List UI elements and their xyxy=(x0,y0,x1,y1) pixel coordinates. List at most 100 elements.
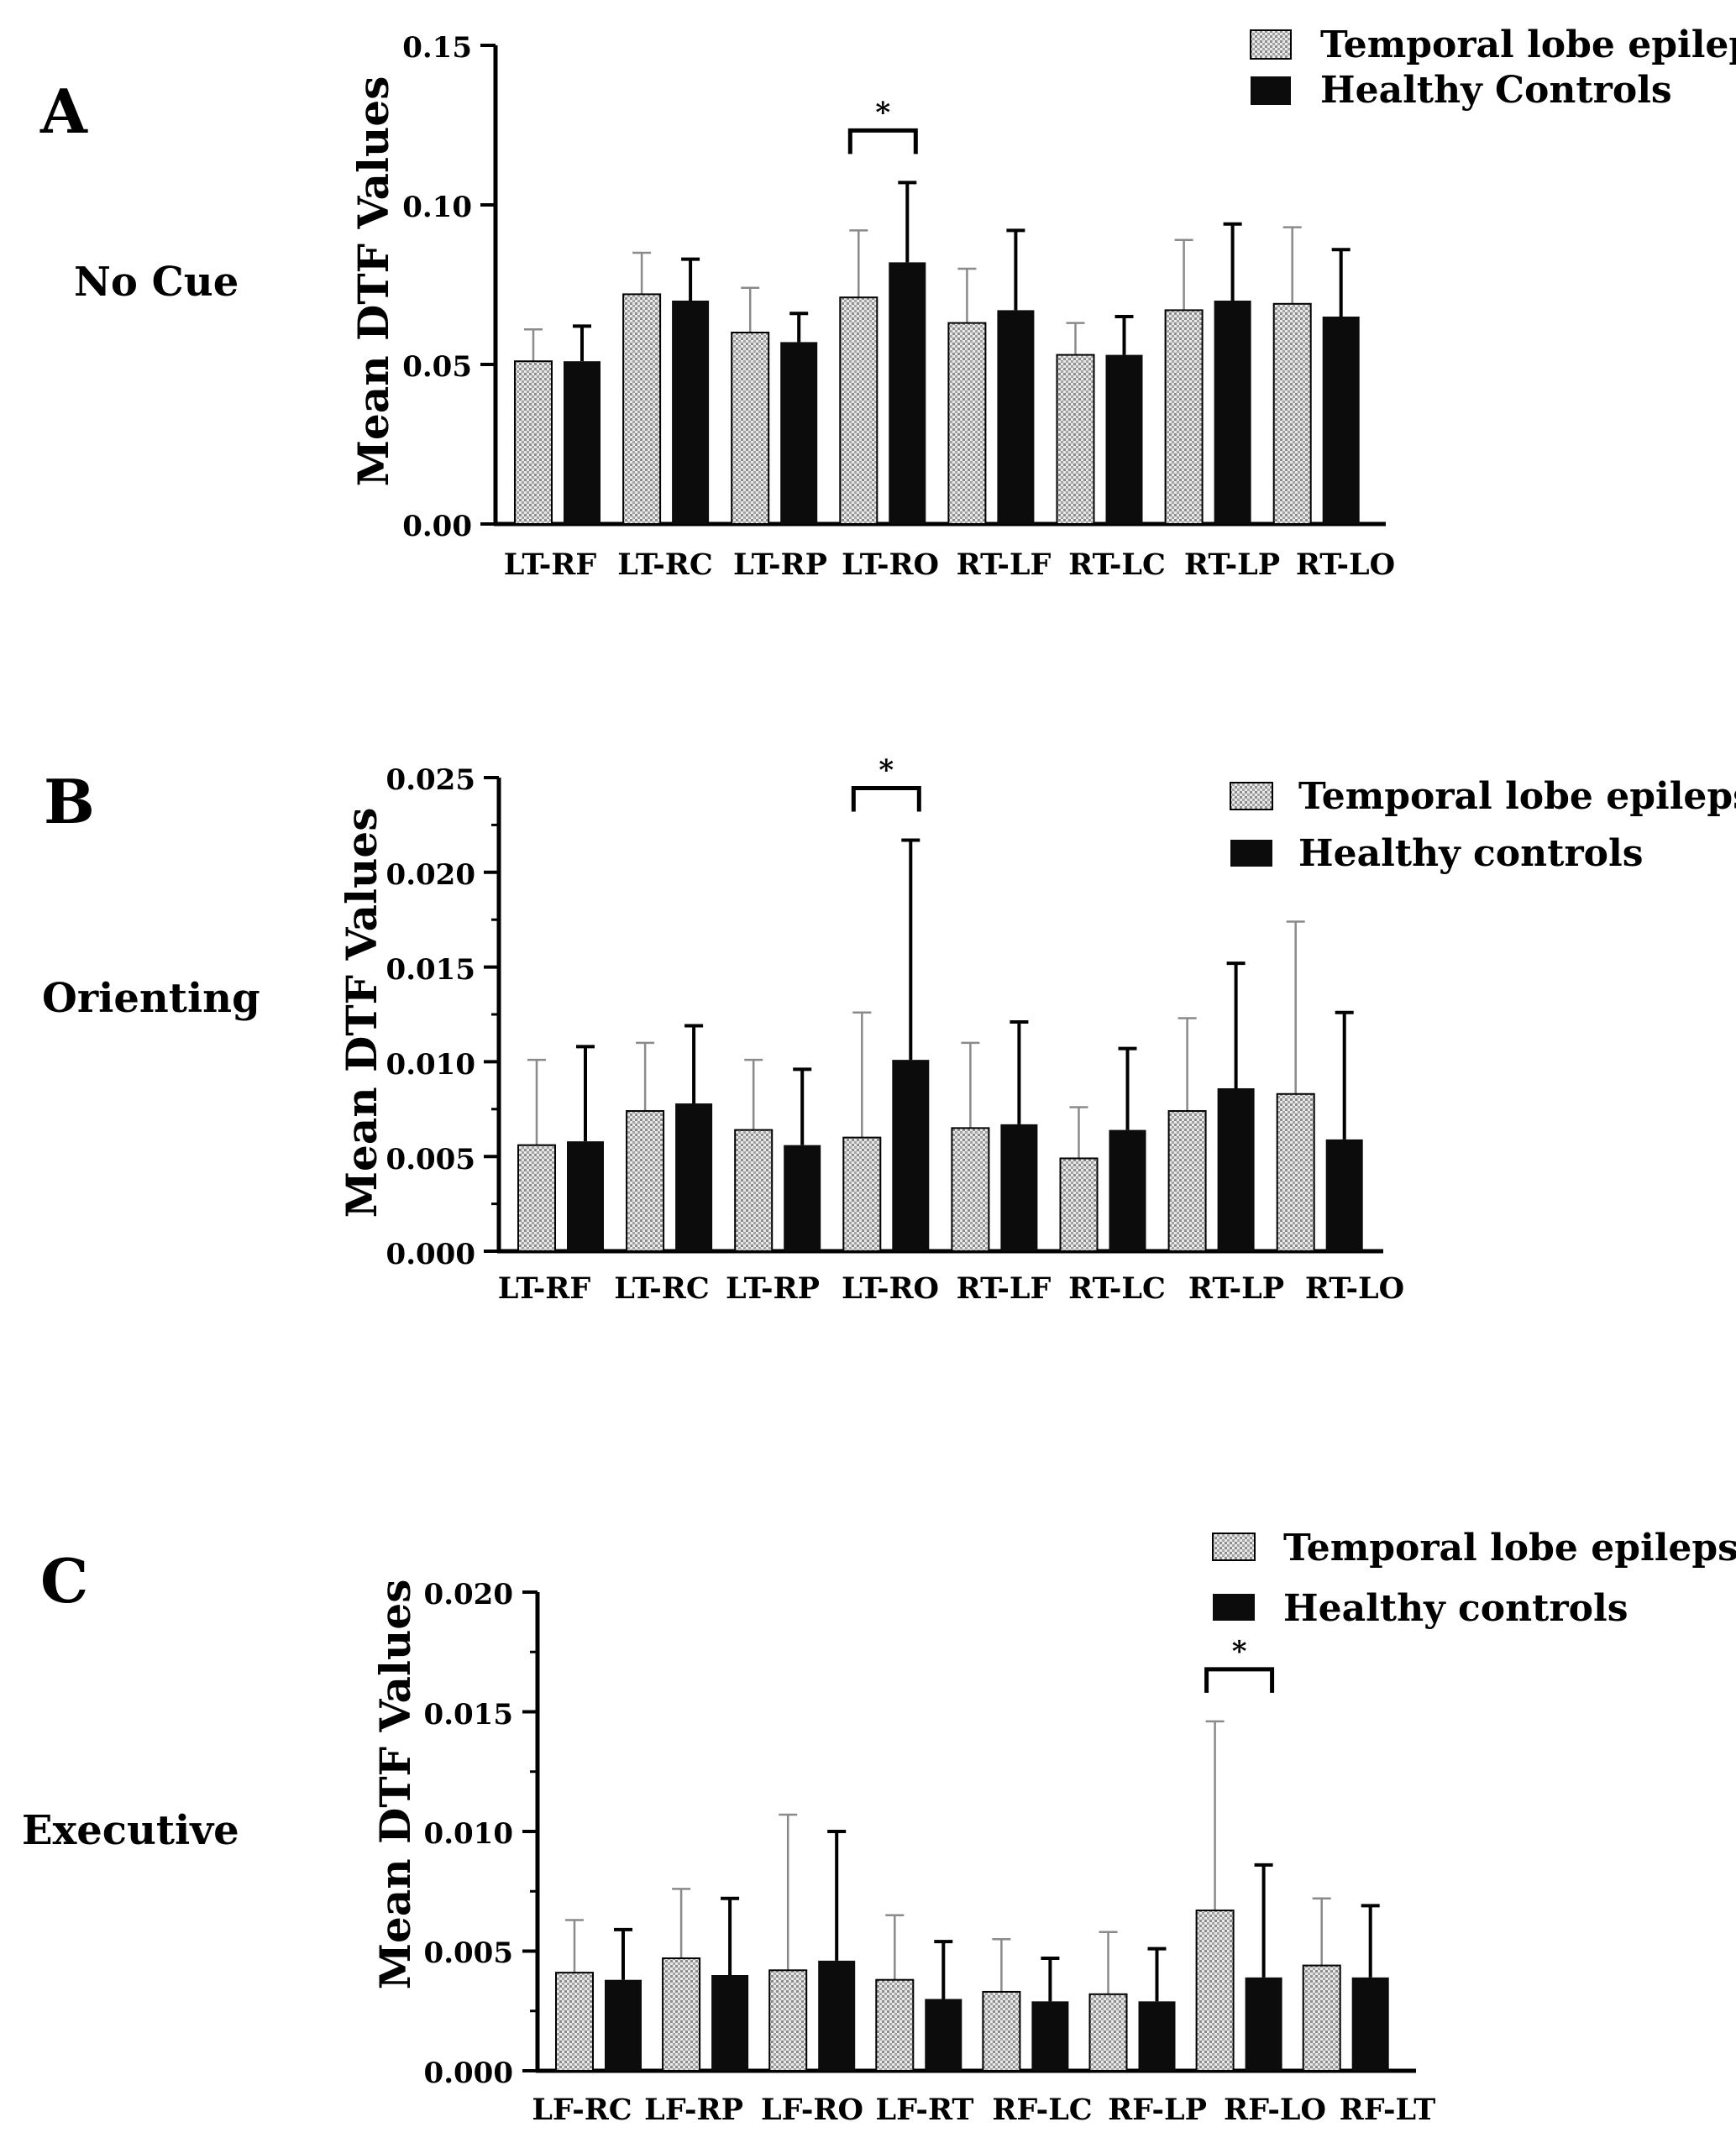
bar-tle xyxy=(662,1957,701,2072)
bar-controls xyxy=(567,1141,604,1251)
bar-controls xyxy=(1000,1124,1038,1251)
x-tick-label: LF-RT xyxy=(876,2093,974,2127)
y-tick-label: 0.005 xyxy=(386,1143,475,1176)
x-tick-label: LT-RF xyxy=(498,1271,591,1306)
x-tick-label: RT-LP xyxy=(1184,548,1280,582)
panel-b: B Orienting Mean DTF Values 0.000 0.005 … xyxy=(42,753,1736,1306)
bar-controls xyxy=(564,361,601,524)
panel-a-ylabel: Mean DTF Values xyxy=(349,76,398,487)
y-tick-label: 0.010 xyxy=(424,1817,513,1851)
panel-c-x-ticks: LF-RC LF-RP LF-RO LF-RT RF-LC RF-LP RF-L… xyxy=(532,2093,1435,2127)
bar-controls xyxy=(1138,2001,1176,2071)
panel-c-condition: Executive xyxy=(22,1807,239,1854)
x-tick-label: RT-LO xyxy=(1296,548,1395,582)
bar-tle xyxy=(875,1978,915,2072)
bar-tle xyxy=(1195,1910,1235,2072)
bar-tle xyxy=(947,322,987,525)
x-tick-label: RT-LP xyxy=(1188,1271,1284,1306)
panel-b-ylabel: Mean DTF Values xyxy=(337,808,386,1218)
bar-tle xyxy=(1167,1110,1207,1253)
x-tick-label: LT-RP xyxy=(726,1271,820,1306)
bar-tle xyxy=(1302,1964,1341,2072)
legend-label-controls: Healthy controls xyxy=(1298,832,1643,875)
panel-c: C Executive Mean DTF Values 0.000 0.005 … xyxy=(22,1527,1736,2127)
significance-bracket xyxy=(851,785,921,812)
y-tick-label: 0.15 xyxy=(402,31,472,65)
x-tick-label: RT-LC xyxy=(1068,548,1166,582)
significance-bracket xyxy=(1204,1667,1275,1693)
bar-controls xyxy=(997,310,1035,524)
panel-c-legend: Temporal lobe epilepsy Healthy controls xyxy=(1212,1527,1736,1630)
x-tick-label: LT-RO xyxy=(842,548,939,582)
x-tick-label: RT-LC xyxy=(1068,1271,1166,1306)
bar-controls xyxy=(605,1979,642,2071)
bar-controls xyxy=(1325,1139,1363,1251)
bar-tle xyxy=(842,1136,882,1253)
x-tick-label: RF-LT xyxy=(1340,2093,1436,2127)
legend-swatch-controls xyxy=(1213,1594,1255,1621)
bar-tle xyxy=(839,296,878,525)
panel-c-label: C xyxy=(40,1545,88,1616)
panel-b-label: B xyxy=(44,766,95,837)
bar-controls xyxy=(784,1145,821,1251)
y-tick-label: 0.10 xyxy=(402,191,472,224)
x-tick-label: LF-RC xyxy=(532,2093,632,2127)
x-tick-label: LT-RO xyxy=(842,1271,939,1306)
y-tick-label: 0.000 xyxy=(386,1238,475,1271)
legend-swatch-controls xyxy=(1230,840,1272,867)
panel-b-x-ticks: LT-RF LT-RC LT-RP LT-RO RT-LF RT-LC RT-L… xyxy=(498,1271,1404,1306)
bar-controls xyxy=(1322,317,1360,524)
y-tick-label: 0.05 xyxy=(402,350,472,384)
bar-tle xyxy=(555,1972,594,2072)
legend-label-tle: Temporal lobe epilepsy xyxy=(1298,775,1736,818)
panel-b-condition: Orienting xyxy=(42,975,260,1022)
y-tick-label: 0.005 xyxy=(424,1936,513,1970)
bar-controls xyxy=(675,1103,713,1251)
y-tick-label: 0.010 xyxy=(386,1048,475,1082)
legend-label-controls: Healthy controls xyxy=(1283,1587,1628,1630)
legend-label-controls: Healthy Controls xyxy=(1320,69,1672,112)
panel-c-plot: * xyxy=(522,1590,1416,2073)
legend-swatch-tle xyxy=(1250,29,1292,60)
bar-controls xyxy=(1031,2001,1069,2071)
bar-tle xyxy=(1056,354,1095,525)
y-tick-label: 0.015 xyxy=(386,953,475,987)
bar-tle xyxy=(1164,309,1204,525)
bar-tle xyxy=(734,1129,774,1252)
bar-controls xyxy=(672,301,710,524)
bar-tle xyxy=(731,332,770,525)
panel-a-y-ticks: 0.00 0.05 0.10 0.15 xyxy=(402,31,472,543)
legend-swatch-controls xyxy=(1251,76,1291,105)
bar-controls xyxy=(889,262,926,524)
bar-controls xyxy=(1351,1977,1389,2071)
bar-controls xyxy=(711,1975,749,2071)
legend-swatch-tle xyxy=(1212,1533,1256,1561)
x-tick-label: RT-LF xyxy=(957,548,1052,582)
bar-controls xyxy=(892,1060,930,1251)
bar-tle xyxy=(982,1990,1021,2072)
y-tick-label: 0.000 xyxy=(424,2057,513,2090)
x-tick-label: LF-RO xyxy=(761,2093,863,2127)
panel-c-y-ticks: 0.000 0.005 0.010 0.015 0.020 xyxy=(424,1578,513,2090)
x-tick-label: LT-RC xyxy=(617,548,712,582)
bar-controls xyxy=(1105,354,1143,524)
x-tick-label: LT-RC xyxy=(614,1271,709,1306)
bar-tle xyxy=(626,1110,665,1253)
significance-marker: * xyxy=(878,753,894,787)
bar-controls xyxy=(925,1999,962,2071)
significance-marker: * xyxy=(1232,1635,1247,1669)
bar-tle xyxy=(951,1127,990,1252)
x-tick-label: LF-RP xyxy=(644,2093,743,2127)
panel-b-legend: Temporal lobe epilepsy Healthy controls xyxy=(1230,775,1736,875)
panel-a-condition: No Cue xyxy=(74,259,239,306)
bar-tle xyxy=(514,360,553,526)
panel-a-legend: Temporal lobe epilepsy Healthy Controls xyxy=(1250,24,1736,112)
bar-tle xyxy=(1276,1092,1315,1252)
panel-a-x-ticks: LT-RF LT-RC LT-RP LT-RO RT-LF RT-LC RT-L… xyxy=(504,548,1395,582)
panel-a-label: A xyxy=(39,76,88,147)
x-tick-label: RF-LO xyxy=(1224,2093,1326,2127)
x-tick-label: RF-LP xyxy=(1108,2093,1207,2127)
significance-bracket xyxy=(847,128,918,155)
bar-controls xyxy=(1217,1087,1255,1251)
